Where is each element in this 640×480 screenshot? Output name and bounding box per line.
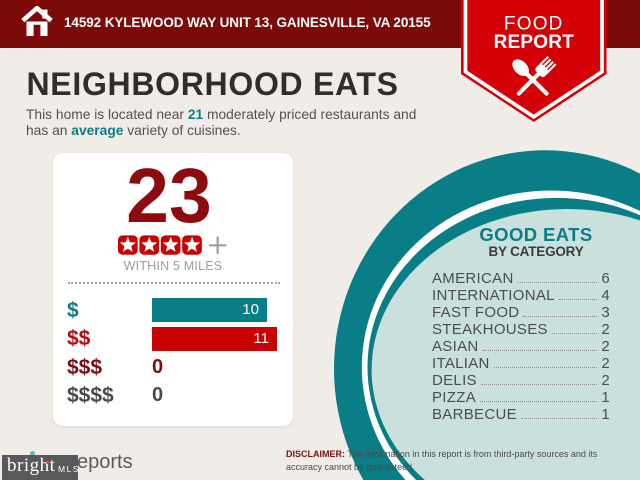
svg-text:FOOD: FOOD bbox=[504, 14, 564, 35]
svg-text:REPORT: REPORT bbox=[494, 32, 575, 53]
